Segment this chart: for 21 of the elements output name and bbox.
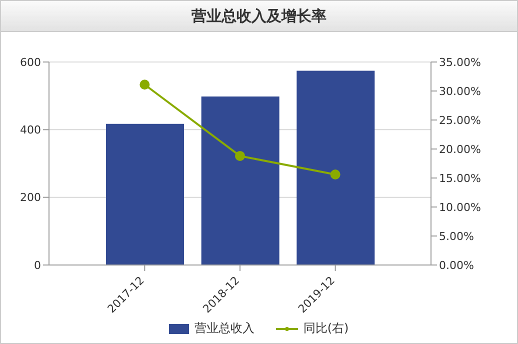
y-tick-label: 0	[34, 258, 41, 272]
point	[140, 80, 150, 90]
chart-title: 营业总收入及增长率	[1, 1, 517, 32]
legend-label: 营业总收入	[194, 320, 254, 337]
y-tick-label: 200	[20, 191, 41, 204]
y2-tick-label: 10.00%	[439, 200, 481, 214]
y-tick-label: 400	[20, 124, 41, 137]
y2-tick-label: 0.00%	[439, 258, 474, 272]
legend-label: 同比(右)	[303, 320, 349, 337]
bar	[296, 70, 375, 265]
y-tick-label: 600	[20, 56, 41, 69]
point	[330, 170, 340, 180]
y2-tick-label: 30.00%	[439, 84, 481, 98]
y2-tick-label: 5.00%	[439, 230, 474, 243]
y2-tick-label: 25.00%	[439, 114, 481, 127]
point	[235, 150, 245, 161]
bar	[106, 124, 184, 265]
y2-tick-label: 20.00%	[439, 142, 481, 156]
y2-tick-label: 35.00%	[439, 56, 481, 69]
bar	[201, 96, 280, 265]
y2-tick-label: 15.00%	[439, 172, 481, 185]
